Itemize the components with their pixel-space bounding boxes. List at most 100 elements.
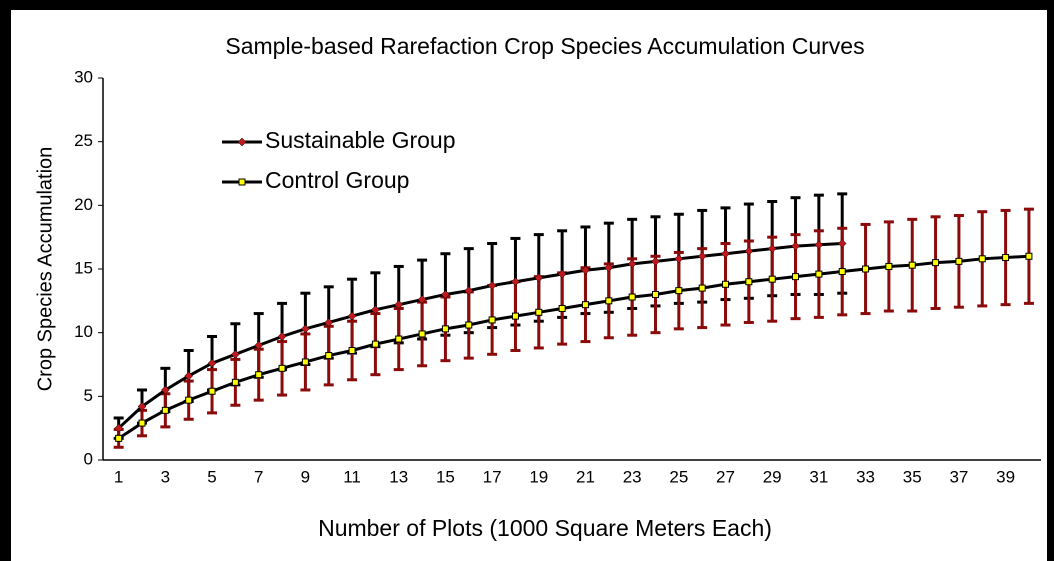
marker bbox=[207, 358, 217, 368]
marker bbox=[697, 251, 707, 261]
x-tick-label: 39 bbox=[996, 467, 1015, 486]
marker bbox=[417, 295, 427, 304]
y-tick-label: 0 bbox=[84, 449, 93, 468]
marker bbox=[347, 311, 357, 321]
marker bbox=[791, 241, 800, 251]
marker bbox=[862, 265, 870, 273]
marker bbox=[535, 308, 543, 316]
marker bbox=[371, 340, 379, 348]
series-line bbox=[117, 254, 1030, 440]
marker bbox=[675, 287, 683, 295]
marker bbox=[160, 385, 170, 395]
marker bbox=[418, 330, 426, 338]
marker bbox=[511, 312, 519, 320]
marker bbox=[348, 346, 356, 354]
marker bbox=[1002, 254, 1010, 262]
marker bbox=[184, 371, 194, 381]
marker bbox=[161, 406, 169, 414]
x-tick-label: 35 bbox=[903, 467, 922, 486]
marker bbox=[955, 257, 963, 265]
marker bbox=[185, 396, 193, 404]
x-tick-label: 9 bbox=[301, 467, 310, 486]
marker bbox=[605, 297, 613, 305]
x-tick-label: 27 bbox=[716, 467, 735, 486]
marker bbox=[815, 270, 823, 278]
marker bbox=[744, 246, 754, 256]
marker bbox=[255, 371, 263, 379]
y-tick-label: 30 bbox=[74, 67, 93, 86]
x-tick-label: 21 bbox=[576, 467, 595, 486]
x-tick-label: 15 bbox=[436, 467, 455, 486]
marker bbox=[115, 434, 123, 442]
marker bbox=[441, 290, 450, 299]
marker bbox=[674, 254, 684, 264]
marker bbox=[722, 280, 730, 288]
x-tick-label: 25 bbox=[669, 467, 688, 486]
marker bbox=[394, 300, 404, 310]
marker bbox=[581, 301, 589, 309]
marker bbox=[487, 281, 497, 290]
x-tick-label: 1 bbox=[114, 467, 123, 486]
x-tick-label: 23 bbox=[623, 467, 642, 486]
legend-label: Control Group bbox=[265, 167, 409, 193]
chart-title: Sample-based Rarefaction Crop Species Ac… bbox=[225, 33, 864, 59]
y-tick-label: 15 bbox=[74, 258, 93, 277]
marker bbox=[558, 304, 566, 312]
marker bbox=[651, 257, 660, 266]
marker bbox=[488, 316, 496, 324]
marker bbox=[837, 239, 847, 248]
x-tick-label: 11 bbox=[343, 467, 361, 486]
marker bbox=[885, 262, 893, 270]
legend-label: Sustainable Group bbox=[265, 127, 456, 153]
marker bbox=[651, 290, 659, 298]
marker bbox=[464, 286, 474, 296]
marker bbox=[254, 341, 264, 350]
marker bbox=[814, 240, 824, 250]
chart-area bbox=[11, 10, 1047, 561]
marker bbox=[932, 259, 940, 267]
y-tick-label: 20 bbox=[74, 195, 93, 214]
marker bbox=[395, 335, 403, 343]
marker bbox=[768, 275, 776, 283]
marker bbox=[792, 273, 800, 281]
y-tick-label: 5 bbox=[84, 386, 93, 405]
marker bbox=[441, 325, 449, 333]
marker bbox=[301, 324, 310, 334]
marker bbox=[604, 263, 614, 273]
marker bbox=[838, 268, 846, 276]
marker bbox=[908, 261, 916, 269]
y-tick-label: 25 bbox=[74, 131, 93, 150]
marker bbox=[231, 349, 240, 359]
marker bbox=[581, 265, 590, 275]
marker bbox=[767, 244, 777, 253]
marker bbox=[465, 321, 473, 329]
marker bbox=[208, 387, 216, 395]
marker bbox=[534, 273, 544, 283]
x-tick-label: 7 bbox=[254, 467, 263, 486]
y-tick-label: 10 bbox=[74, 322, 93, 341]
marker bbox=[138, 419, 146, 427]
x-tick-label: 31 bbox=[809, 467, 828, 486]
marker bbox=[278, 364, 286, 372]
marker bbox=[698, 284, 706, 292]
x-tick-label: 33 bbox=[856, 467, 875, 486]
marker bbox=[371, 305, 380, 315]
marker bbox=[114, 423, 124, 433]
y-axis-label: Crop Species Accumulation bbox=[34, 147, 56, 392]
marker bbox=[324, 318, 334, 327]
marker bbox=[511, 277, 520, 287]
x-tick-label: 3 bbox=[161, 467, 170, 486]
x-axis-label: Number of Plots (1000 Square Meters Each… bbox=[318, 515, 772, 541]
marker bbox=[721, 249, 730, 259]
marker bbox=[325, 352, 333, 360]
marker bbox=[277, 332, 287, 341]
marker bbox=[301, 358, 309, 366]
marker bbox=[1025, 252, 1033, 260]
marker bbox=[978, 255, 986, 263]
legend-marker bbox=[237, 137, 247, 147]
x-tick-label: 37 bbox=[949, 467, 968, 486]
x-tick-label: 17 bbox=[483, 467, 502, 486]
marker bbox=[745, 278, 753, 286]
x-tick-label: 13 bbox=[389, 467, 408, 486]
